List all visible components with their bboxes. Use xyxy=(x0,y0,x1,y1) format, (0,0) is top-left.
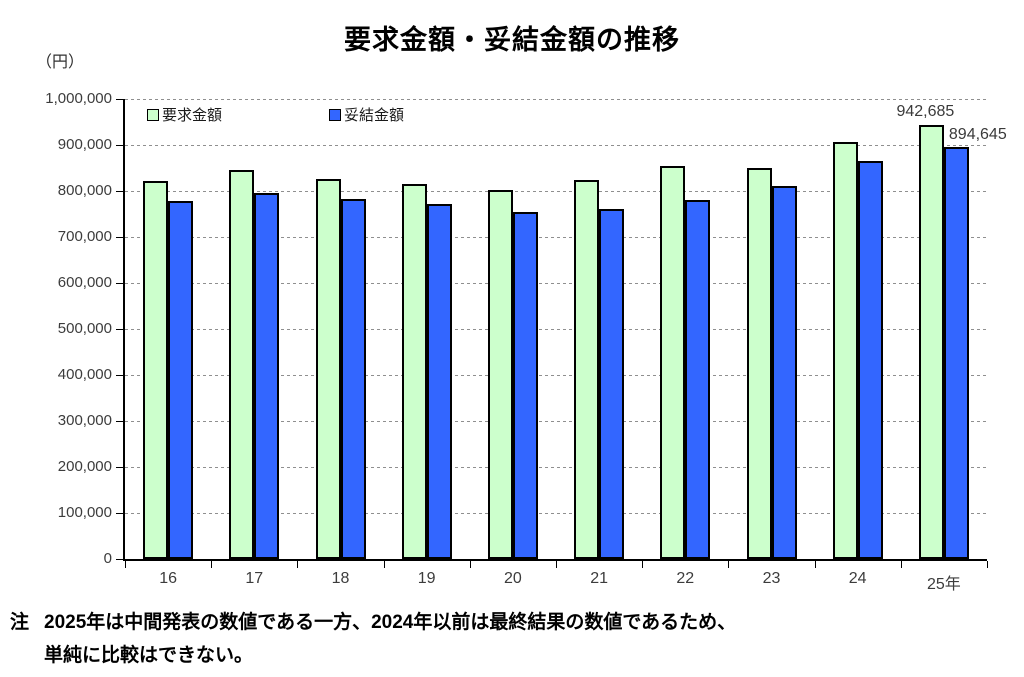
bar-settled-18 xyxy=(340,198,366,559)
y-axis-tick xyxy=(116,513,123,514)
y-axis-label-800000: 800,000 xyxy=(57,182,112,199)
y-axis-tick xyxy=(116,99,123,100)
plot-area: 要求金額 妥結金額 0 100,000 200,000 300,000 400,000 5… xyxy=(45,90,1006,593)
bar-requested-20 xyxy=(487,190,513,559)
footnote-line1: 2025年は中間発表の数値である一方、2024年以前は最終結果の数値であるため、 xyxy=(44,612,737,633)
bar-requested-18 xyxy=(315,178,341,559)
y-axis-label-300000: 300,000 xyxy=(57,412,112,429)
y-axis-label-1000000: 1,000,000 xyxy=(45,90,112,107)
x-axis-tick xyxy=(211,561,213,568)
bar-settled-21 xyxy=(599,209,625,559)
bar-settled-24 xyxy=(857,161,883,559)
legend-label-settled-amount: 妥結金額 xyxy=(344,107,405,124)
x-axis-tick xyxy=(556,561,557,568)
y-axis-tick xyxy=(116,375,123,376)
x-axis-label-18: 18 xyxy=(331,570,350,587)
gridline-900000 xyxy=(125,145,987,146)
x-axis-tick xyxy=(125,561,126,568)
y-axis-tick xyxy=(116,467,123,468)
bar-requested-19 xyxy=(401,184,427,559)
x-axis-tick xyxy=(728,561,730,568)
y-axis-tick xyxy=(116,237,123,238)
y-axis-tick xyxy=(116,191,123,192)
gridline-100000 xyxy=(125,513,987,514)
y-axis-unit-label: （円） xyxy=(36,54,85,71)
x-axis-label-22: 22 xyxy=(676,570,695,587)
bar-settled-23 xyxy=(771,185,797,559)
x-axis-label-16: 16 xyxy=(159,570,177,587)
footnote-prefix: 注 xyxy=(10,612,30,633)
footnote-line2: 単純に比較はできない。 xyxy=(44,645,254,666)
gridline-700000 xyxy=(125,237,987,238)
x-axis-tick xyxy=(987,561,988,568)
bar-settled-16 xyxy=(168,201,194,559)
bar-requested-16 xyxy=(143,180,169,559)
x-axis-label-17: 17 xyxy=(245,570,264,587)
legend-swatch-required-amount xyxy=(147,108,159,121)
y-axis-tick xyxy=(116,283,123,284)
y-axis-tick xyxy=(116,559,123,560)
gridline-400000 xyxy=(125,375,987,376)
y-axis-label-700000: 700,000 xyxy=(57,228,112,245)
y-axis-tick xyxy=(116,145,123,146)
bar-requested-23 xyxy=(746,167,772,559)
y-axis-tick xyxy=(116,329,123,330)
bar-requested-25 xyxy=(918,125,944,559)
bar-settled-19 xyxy=(426,203,452,559)
bar-settled-20 xyxy=(512,211,538,559)
x-axis-tick xyxy=(383,561,385,568)
y-axis-label-100000: 100,000 xyxy=(57,504,112,521)
x-axis-label-25: 25年 xyxy=(926,576,961,593)
gridline-800000 xyxy=(125,191,987,192)
y-axis-label-200000: 200,000 xyxy=(57,458,112,475)
footnote-body: 2025年は中間発表の数値である一方、2024年以前は最終結果の数値であるため、… xyxy=(44,606,736,672)
gridline-300000 xyxy=(125,421,987,422)
gridline-200000 xyxy=(125,467,987,468)
x-axis-tick xyxy=(469,561,471,568)
chart-title: 要求金額・妥結金額の推移 xyxy=(344,25,680,55)
gridline-500000 xyxy=(125,329,987,330)
legend-item-settled-amount: 妥結金額 xyxy=(329,104,404,125)
y-axis-label-900000: 900,000 xyxy=(57,136,112,153)
x-axis-label-23: 23 xyxy=(762,570,781,587)
value-label-settled: 894,645 xyxy=(948,126,1007,144)
x-axis-tick xyxy=(814,561,816,568)
footnote: 注 2025年は中間発表の数値である一方、2024年以前は最終結果の数値であるた… xyxy=(10,606,736,672)
y-axis-label-400000: 400,000 xyxy=(57,366,112,383)
y-axis-tick xyxy=(116,421,123,422)
x-axis-tick xyxy=(900,561,902,568)
bar-requested-24 xyxy=(832,142,858,559)
bar-settled-22 xyxy=(685,200,711,559)
gridline-1000000 xyxy=(125,99,987,100)
value-label-requested: 942,685 xyxy=(896,103,955,121)
bar-settled-17 xyxy=(254,193,280,559)
y-axis-label-600000: 600,000 xyxy=(57,274,112,291)
gridline-600000 xyxy=(125,283,987,284)
y-axis-label-500000: 500,000 xyxy=(57,320,112,337)
bar-requested-21 xyxy=(574,179,600,559)
legend-item-required-amount: 要求金額 xyxy=(147,104,222,125)
x-axis-label-24: 24 xyxy=(848,570,867,587)
bar-settled-25 xyxy=(943,147,969,559)
x-axis-tick xyxy=(642,561,644,568)
x-axis-tick xyxy=(297,561,299,568)
x-axis-label-20: 20 xyxy=(503,570,522,587)
legend: 要求金額 妥結金額 xyxy=(125,99,987,125)
bar-requested-17 xyxy=(229,170,255,559)
x-axis-label-21: 21 xyxy=(590,570,608,587)
bar-requested-22 xyxy=(660,166,686,559)
y-axis-label-0: 0 xyxy=(103,550,112,567)
legend-label-required-amount: 要求金額 xyxy=(162,107,223,124)
legend-swatch-settled-amount xyxy=(329,108,341,121)
x-axis-label-19: 19 xyxy=(417,570,436,587)
